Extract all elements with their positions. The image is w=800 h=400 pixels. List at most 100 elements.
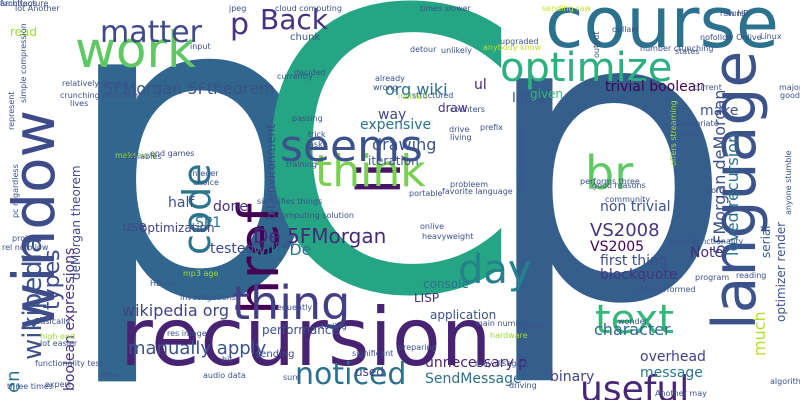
cloud-word: main number bbox=[475, 319, 529, 328]
cloud-word: deMorgan theorem bbox=[69, 165, 83, 280]
cloud-word: runs bbox=[728, 9, 746, 18]
cloud-word: character bbox=[594, 320, 671, 339]
cloud-word: performance bbox=[262, 323, 339, 337]
cloud-word: sure bbox=[283, 373, 301, 382]
cloud-word: thing bbox=[232, 276, 351, 330]
cloud-word: seems bbox=[280, 121, 423, 172]
cloud-word: computing solution bbox=[277, 211, 354, 220]
cloud-word: overhead bbox=[640, 349, 706, 365]
cloud-word: basic functionality bbox=[670, 237, 744, 246]
cloud-word: still performed bbox=[637, 285, 696, 294]
cloud-word: VS2005 bbox=[590, 239, 645, 255]
cloud-word: drive bbox=[449, 125, 470, 134]
cloud-word: essentially bbox=[252, 241, 295, 250]
cloud-word: good reasons bbox=[592, 181, 646, 190]
cloud-word: mp3 age bbox=[183, 269, 219, 278]
cloud-word: message bbox=[640, 365, 703, 381]
cloud-word: ask bbox=[309, 140, 323, 149]
cloud-word: Back bbox=[260, 3, 328, 36]
cloud-word: onlive bbox=[420, 222, 445, 231]
cloud-word: architecture bbox=[0, 0, 49, 8]
cloud-word: first thing bbox=[600, 253, 668, 269]
cloud-word: lot easier bbox=[40, 339, 78, 348]
cloud-word: blockquote bbox=[600, 267, 678, 283]
cloud-word: application bbox=[430, 308, 497, 322]
cloud-word: SendMessage bbox=[425, 371, 522, 387]
cloud-word: course bbox=[545, 0, 779, 64]
cloud-word: unnecessary p bbox=[425, 355, 528, 371]
cloud-word: program bbox=[695, 273, 730, 282]
cloud-word: represent bbox=[7, 91, 16, 130]
cloud-word: preparing bbox=[398, 343, 437, 352]
cloud-word: good bbox=[780, 91, 800, 100]
cloud-word: given bbox=[530, 87, 564, 101]
cloud-word: times slower bbox=[420, 4, 471, 13]
cloud-word: day bbox=[458, 247, 532, 293]
cloud-word: optimizer render bbox=[774, 221, 788, 322]
cloud-word: C bbox=[250, 0, 523, 382]
cloud-word: heavyweight bbox=[422, 232, 474, 241]
cloud-word: sending bbox=[255, 349, 295, 360]
cloud-word: upgraded bbox=[500, 37, 539, 46]
cloud-word: already bbox=[375, 74, 405, 83]
cloud-word: audio data bbox=[203, 371, 246, 380]
cloud-word: iteration bbox=[368, 154, 419, 168]
cloud-word: portable bbox=[409, 189, 443, 198]
cloud-word: use bbox=[122, 219, 147, 235]
cloud-word: prefix bbox=[480, 123, 503, 132]
cloud-word: draw bbox=[438, 101, 468, 115]
cloud-word: states bbox=[675, 47, 700, 56]
cloud-word: make bbox=[700, 103, 739, 119]
cloud-word: trivial boolean bbox=[605, 79, 706, 95]
cloud-word: wrong bbox=[373, 83, 398, 92]
cloud-word: integer bbox=[190, 169, 219, 178]
cloud-word: hit bbox=[222, 355, 233, 364]
cloud-word: console bbox=[423, 277, 469, 291]
cloud-word: org wiki bbox=[385, 80, 448, 99]
cloud-word: optimize bbox=[500, 45, 673, 91]
cloud-word: rel nofollow bbox=[2, 243, 49, 252]
cloud-word: choice bbox=[193, 178, 219, 187]
cloud-word: expensive bbox=[360, 117, 432, 133]
cloud-word: way bbox=[378, 107, 407, 123]
cloud-word: functions bbox=[0, 0, 37, 8]
cloud-word: Another may bbox=[655, 389, 707, 398]
cloud-word: pc regardless bbox=[11, 164, 20, 218]
cloud-word: make sure bbox=[115, 151, 157, 160]
cloud-word: simple compression bbox=[19, 23, 28, 103]
cloud-word: p bbox=[230, 7, 250, 42]
cloud-word: coding bbox=[320, 322, 347, 331]
cloud-word: relatively simple bbox=[62, 79, 129, 88]
cloud-word: dollars bbox=[612, 25, 639, 34]
cloud-word: text bbox=[595, 297, 674, 343]
cloud-word: matter bbox=[100, 15, 202, 50]
cloud-word: useful bbox=[580, 369, 690, 400]
cloud-word: done bbox=[213, 199, 248, 215]
cloud-word: native bbox=[520, 321, 545, 330]
cloud-word: raw HD bbox=[720, 9, 750, 18]
cloud-word: Linux bbox=[760, 32, 782, 41]
cloud-word: trick bbox=[308, 130, 326, 139]
cloud-word: instead bbox=[398, 92, 428, 101]
cloud-word: tested bbox=[210, 241, 255, 257]
cloud-word: output bbox=[592, 31, 601, 58]
cloud-word: detour bbox=[410, 45, 437, 54]
cloud-word: jpeg bbox=[229, 4, 247, 13]
cloud-word: res image bbox=[167, 329, 207, 338]
cloud-word: training bbox=[286, 160, 317, 169]
cloud-word: br bbox=[585, 146, 634, 200]
cloud-word: LISP bbox=[414, 291, 440, 305]
cloud-word: Basically bbox=[35, 317, 71, 326]
cloud-word: lines bbox=[680, 129, 699, 138]
cloud-word: ul bbox=[474, 77, 487, 93]
cloud-word: expert bbox=[45, 380, 71, 389]
cloud-word: favorite language bbox=[442, 187, 513, 196]
cloud-word: serial bbox=[759, 225, 773, 258]
cloud-word: main application bbox=[516, 128, 525, 195]
cloud-word: half bbox=[168, 195, 195, 211]
cloud-word: variables bbox=[125, 152, 162, 161]
cloud-word: passing bbox=[292, 114, 323, 123]
cloud-word: optimization bbox=[140, 221, 215, 235]
cloud-word: algorithm performs bbox=[770, 377, 800, 386]
